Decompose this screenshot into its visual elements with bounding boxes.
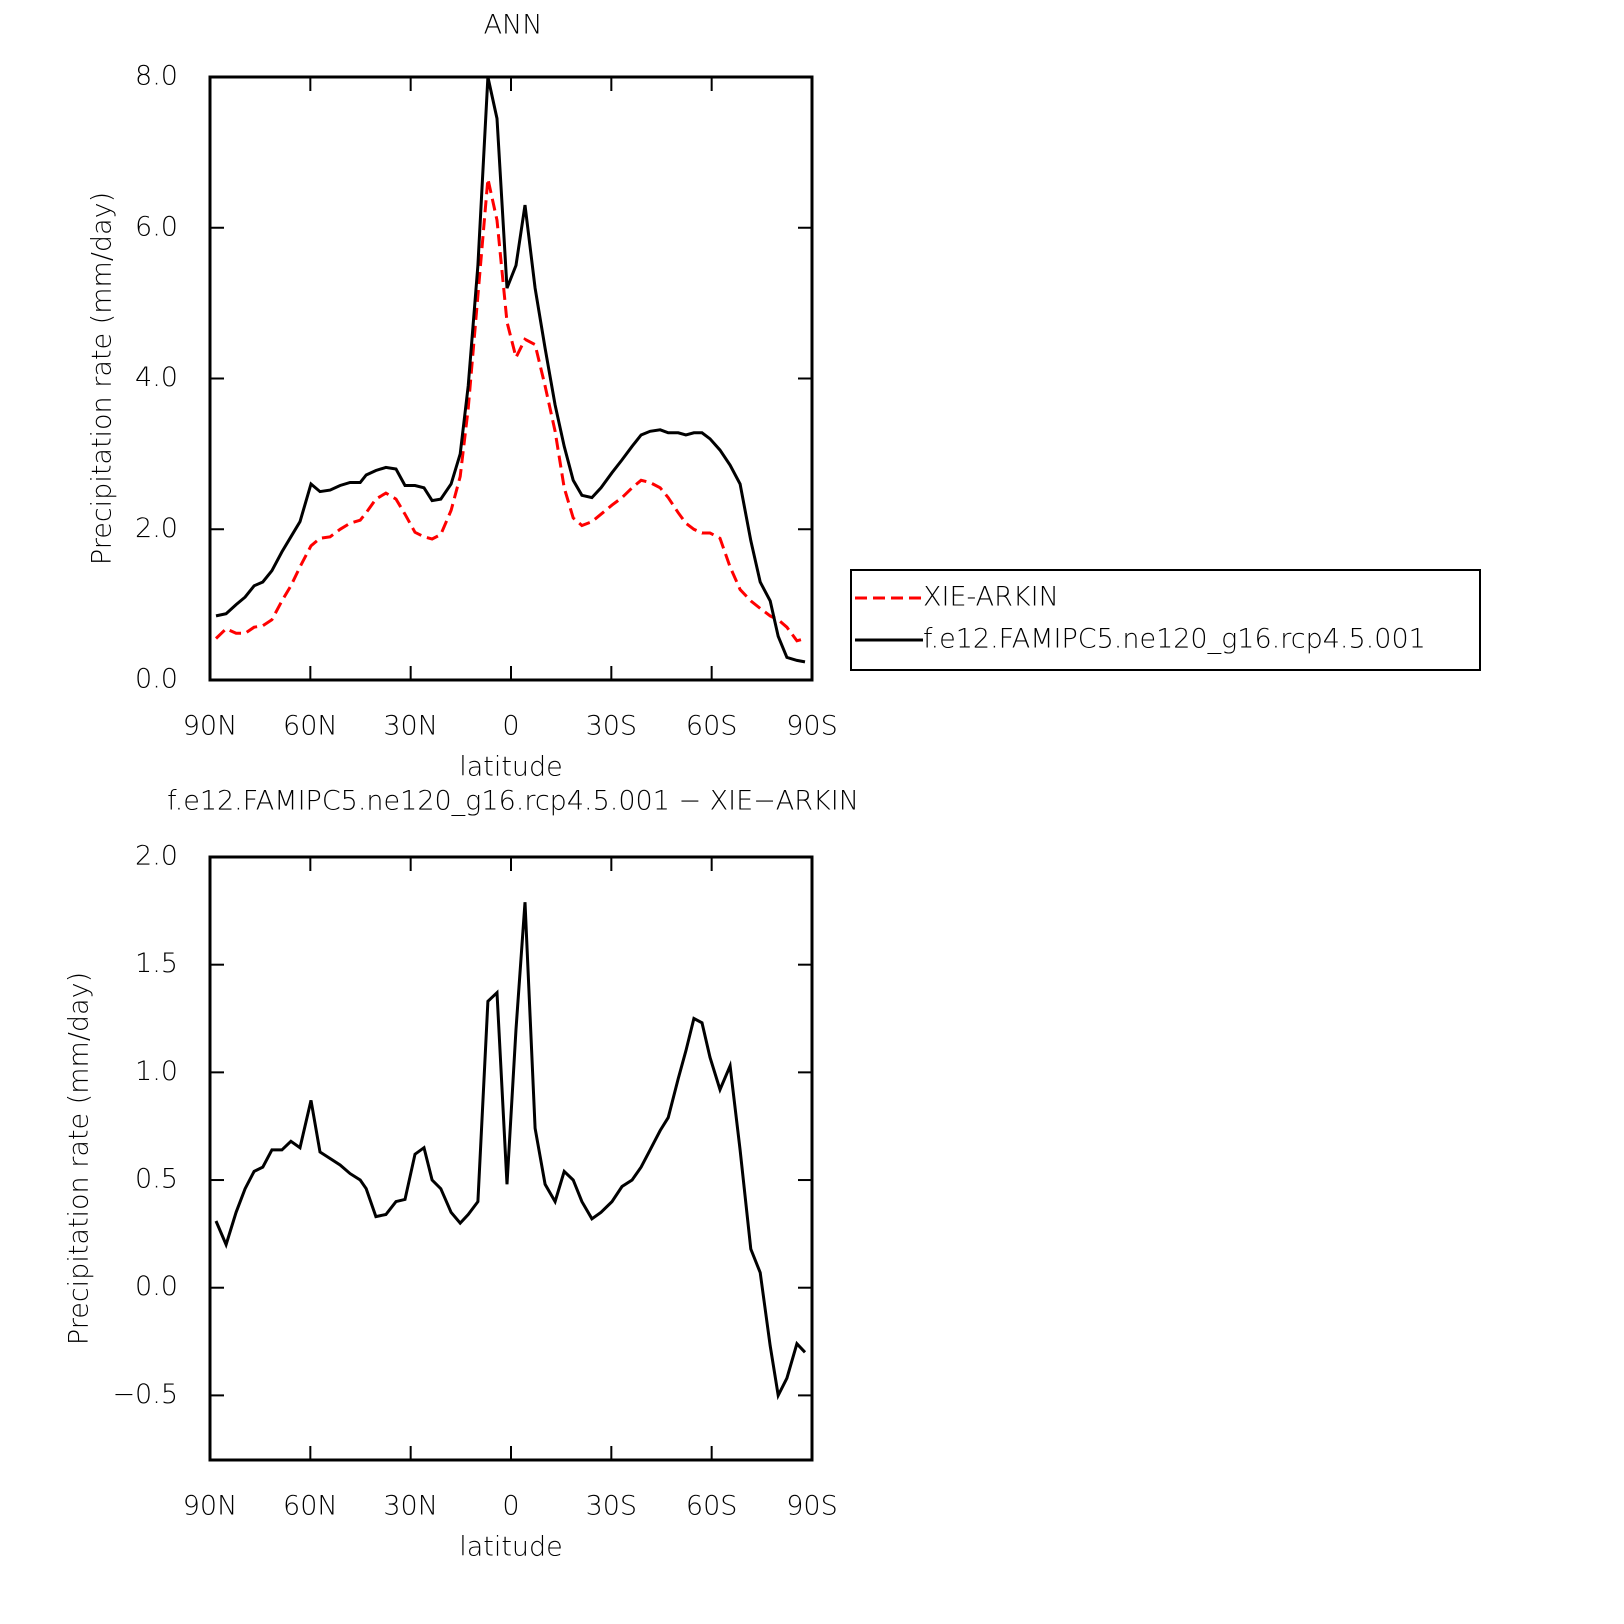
x-tick-label: 90S xyxy=(786,1491,838,1522)
plot-frame xyxy=(208,855,814,1462)
x-tick-label: 90N xyxy=(183,1491,238,1522)
x-tick-label: 30S xyxy=(586,711,638,742)
y-tick-label: −0.5 xyxy=(112,1379,178,1410)
x-tick-label: 30S xyxy=(586,1491,638,1522)
x-tick-label: 0 xyxy=(502,711,519,742)
x-tick-label: 60N xyxy=(283,1491,338,1522)
x-tick-label: 60S xyxy=(686,1491,738,1522)
data-line xyxy=(214,178,806,643)
x-axis-label: latitude xyxy=(459,1532,563,1563)
y-tick-label: 1.5 xyxy=(135,948,178,979)
legend-label: f.e12.FAMIPC5.ne120_g16.rcp4.5.001 xyxy=(923,624,1426,655)
y-tick-label: 8.0 xyxy=(135,61,178,92)
data-line xyxy=(215,76,806,664)
legend-label: XIE-ARKIN xyxy=(923,582,1059,613)
x-tick-label: 0 xyxy=(502,1491,519,1522)
chart-title: ANN xyxy=(484,10,543,41)
x-tick-label: 60N xyxy=(283,711,338,742)
x-tick-label: 60S xyxy=(686,711,738,742)
x-tick-label: 30N xyxy=(383,711,438,742)
y-tick-label: 6.0 xyxy=(135,211,178,242)
y-tick-label: 0.0 xyxy=(135,664,178,695)
y-tick-label: 0.5 xyxy=(135,1164,178,1195)
legend-box xyxy=(850,569,1481,671)
y-tick-label: 1.0 xyxy=(135,1056,178,1087)
x-tick-label: 90N xyxy=(183,711,238,742)
y-tick-label: 4.0 xyxy=(135,362,178,393)
y-tick-label: 2.0 xyxy=(135,841,178,872)
y-tick-label: 0.0 xyxy=(135,1271,178,1302)
x-axis-label: latitude xyxy=(459,752,563,783)
x-tick-label: 30N xyxy=(383,1491,438,1522)
x-tick-label: 90S xyxy=(786,711,838,742)
data-line xyxy=(214,902,807,1401)
y-axis-label: Precipitation rate (mm/day) xyxy=(87,192,118,565)
y-tick-label: 2.0 xyxy=(135,513,178,544)
y-axis-label: Precipitation rate (mm/day) xyxy=(64,972,95,1345)
plot-frame xyxy=(208,75,814,682)
chart-title: f.e12.FAMIPC5.ne120_g16.rcp4.5.001 − XIE… xyxy=(167,786,859,817)
